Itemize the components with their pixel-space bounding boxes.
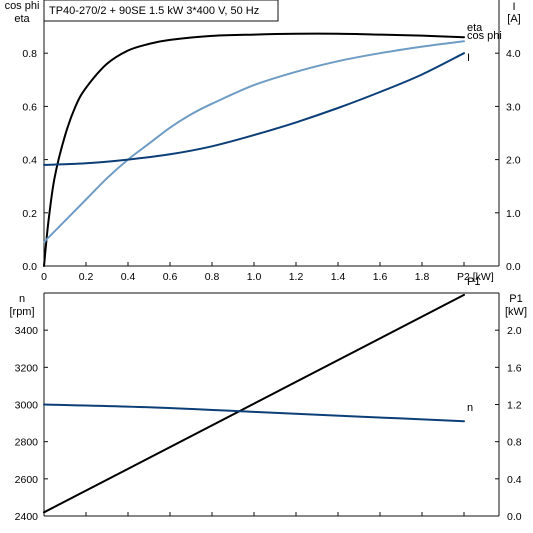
- bottom-right-axis-label-top: P1: [509, 293, 522, 305]
- bottom-left-tick-label: 3200: [15, 362, 39, 374]
- series-eta-label: eta: [467, 22, 483, 34]
- top-x-tick-label: P2 [kW]: [457, 271, 494, 283]
- bottom-right-axis-label-bottom: [kW]: [505, 306, 527, 318]
- bottom-left-tick-label: 2400: [15, 511, 39, 523]
- bottom-left-tick-label: 2800: [15, 437, 39, 449]
- top-left-tick-label: 0.8: [22, 48, 37, 60]
- bottom-right-tick-label: 0.4: [507, 474, 522, 486]
- series-p1-label: P1: [467, 276, 480, 288]
- top-x-tick-label: 1.4: [331, 271, 346, 283]
- series-eta-line: [43, 32, 465, 267]
- bottom-right-tick-label: 2.0: [507, 325, 522, 337]
- bottom-right-tick-label: 1.6: [507, 362, 522, 374]
- bottom-left-axis-label-bottom: [rpm]: [9, 306, 34, 318]
- top-x-tick-label: 0.2: [79, 271, 94, 283]
- top-right-tick-label: 0.0: [506, 261, 521, 273]
- top-right-axis-label-bottom: [A]: [507, 13, 520, 25]
- bottom-right-tick-label: 0.0: [507, 511, 522, 523]
- series-n-line: [43, 403, 465, 423]
- top-right-tick-label: 4.0: [506, 48, 521, 60]
- bottom-left-tick-label: 2600: [15, 474, 39, 486]
- top-x-tick-label: 1.8: [415, 271, 430, 283]
- bottom-left-axis-label-top: n: [19, 293, 25, 305]
- top-right-tick-label: 2.0: [506, 155, 521, 167]
- top-right-tick-label: 3.0: [506, 101, 521, 113]
- chart-title: TP40-270/2 + 90SE 1.5 kW 3*400 V, 50 Hz: [49, 5, 259, 17]
- bottom-right-tick-label: 1.2: [507, 400, 522, 412]
- top-left-tick-label: 0.6: [22, 101, 37, 113]
- top-left-axis-label-top: cos phi: [5, 0, 40, 12]
- top-x-tick-label: 1.0: [247, 271, 262, 283]
- top-x-tick-label: 1.2: [289, 271, 304, 283]
- top-x-tick-label: 1.6: [373, 271, 388, 283]
- series-cos-phi-line: [43, 40, 465, 244]
- series-i-label: I: [467, 52, 470, 64]
- top-left-tick-label: 0.4: [22, 155, 37, 167]
- series-p1-line: [43, 293, 465, 514]
- bottom-left-tick-label: 3000: [15, 400, 39, 412]
- series-i-line: [43, 52, 465, 166]
- bottom-right-tick-label: 0.8: [507, 437, 522, 449]
- top-left-axis-label-bottom: eta: [14, 13, 30, 25]
- series-cos-phi-label: cos phi: [467, 30, 502, 42]
- top-x-tick-label: 0.4: [121, 271, 136, 283]
- top-x-tick-label: 0.6: [163, 271, 178, 283]
- top-left-tick-label: 0.0: [22, 261, 37, 273]
- top-right-axis-label-top: I: [512, 1, 515, 13]
- series-n-label: n: [467, 402, 473, 414]
- top-x-tick-label: 0.8: [205, 271, 220, 283]
- top-left-tick-label: 0.2: [22, 208, 37, 220]
- bottom-left-tick-label: 3400: [15, 325, 39, 337]
- top-x-tick-label: 0: [41, 271, 47, 283]
- top-right-tick-label: 1.0: [506, 208, 521, 220]
